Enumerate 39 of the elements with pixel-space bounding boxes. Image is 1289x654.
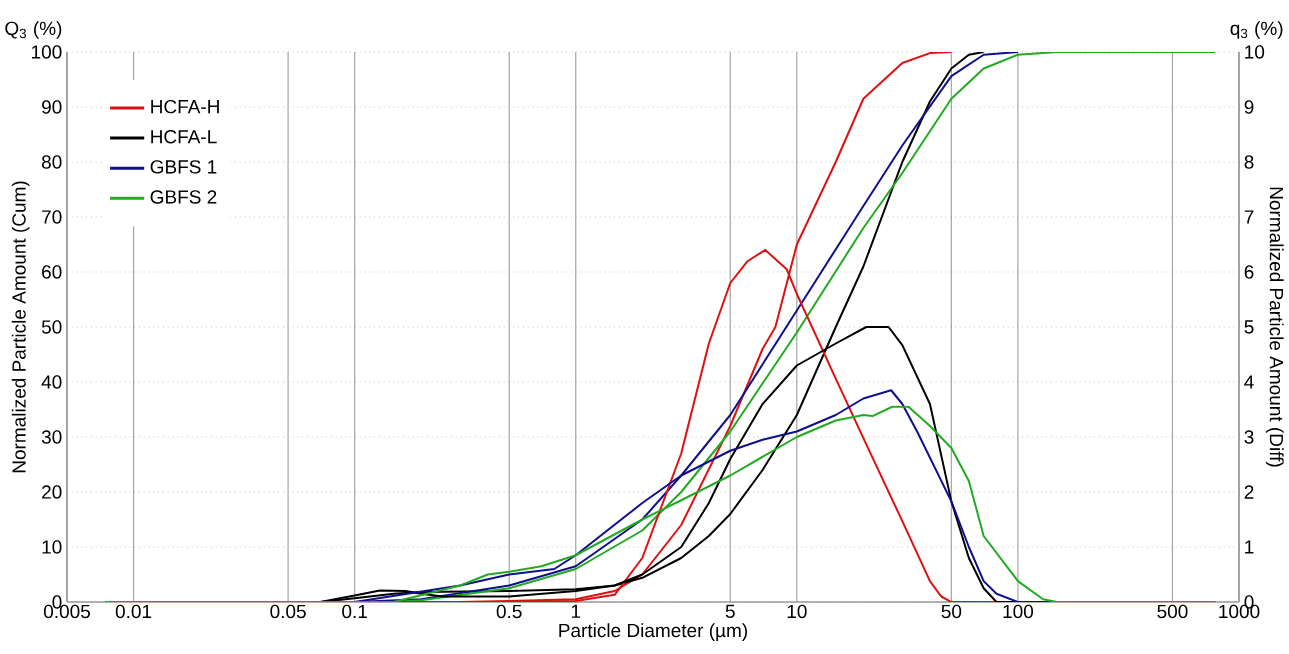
y2-tick-label: 5 <box>1244 320 1254 334</box>
x-tick-label: 0.01 <box>115 604 152 619</box>
y2-tick-label: 4 <box>1244 375 1254 389</box>
y2-tick-label: 9 <box>1244 100 1254 114</box>
y2-tick-label: 1 <box>1245 540 1254 554</box>
y-tick-label: 40 <box>41 375 62 389</box>
x-tick-label: 1 <box>571 604 581 618</box>
y2-axis-title: Normalized Particle Amount (Diff) <box>1265 187 1284 467</box>
x-tick-label: 50 <box>941 604 962 619</box>
y2-tick-label: 8 <box>1244 155 1254 169</box>
x-axis-title: Particle Diameter (µm) <box>559 623 747 641</box>
y-tick-label: 90 <box>42 100 62 114</box>
legend-label: HCFA-H <box>151 99 219 114</box>
x-tick-label: 0.05 <box>270 604 306 619</box>
y-tick-label: 50 <box>41 320 62 334</box>
x-tick-label: 0.5 <box>496 604 522 619</box>
x-tick-label: 100 <box>1003 604 1034 619</box>
y-tick-label: 20 <box>42 485 62 499</box>
legend-label: HCFA-L <box>151 130 217 144</box>
y-tick-label: 60 <box>42 265 62 279</box>
x-tick-label: 0.1 <box>342 604 367 619</box>
y2-tick-label: 3 <box>1244 430 1254 444</box>
legend-label: GBFS 2 <box>150 190 217 204</box>
x-tick-label: 5 <box>725 604 735 618</box>
text: Q$_{3}$ (%) <box>5 21 62 39</box>
legend-label: GBFS 1 <box>150 160 217 174</box>
y2-tick-label: 6 <box>1244 265 1254 279</box>
y2-tick-label: 10 <box>1245 45 1265 59</box>
text: q$_{3}$ (%) <box>1230 21 1283 39</box>
y-axis-title: Normalized Particle Amount (Cum) <box>11 181 30 473</box>
x-tick-label: 10 <box>787 604 807 619</box>
y-tick-label: 30 <box>41 430 62 444</box>
y2-tick-label: 7 <box>1244 210 1254 224</box>
y-tick-label: 100 <box>32 45 62 59</box>
y2-tick-label: 2 <box>1244 485 1254 499</box>
y-tick-label: 10 <box>42 540 62 554</box>
y-tick-label: 80 <box>41 155 62 169</box>
x-tick-label: 500 <box>1157 604 1188 619</box>
y-tick-label: 70 <box>42 210 62 224</box>
